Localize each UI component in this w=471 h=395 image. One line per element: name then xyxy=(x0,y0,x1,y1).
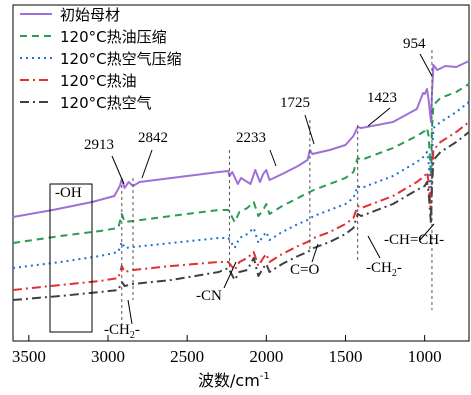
peak-label-1423: 1423 xyxy=(367,90,397,106)
arrow-2233 xyxy=(269,149,277,167)
group-label-ch2-left-suffix: - xyxy=(135,322,140,338)
series-line-2 xyxy=(12,83,470,244)
series-line-3 xyxy=(12,101,470,269)
x-tick-label-1500: 1500 xyxy=(329,347,363,366)
x-tick-label-2500: 2500 xyxy=(170,347,204,366)
x-axis-title: 波数/cm-1 xyxy=(198,371,270,390)
arrow-ch2-right xyxy=(367,235,381,259)
guide-layer xyxy=(121,50,433,325)
group-label-co: C=O xyxy=(290,262,319,278)
series-line-5 xyxy=(12,131,470,301)
plot-frame xyxy=(12,4,470,342)
arrow-1423 xyxy=(367,107,391,127)
x-tick-label-3000: 3000 xyxy=(91,347,125,366)
legend: 初始母材 120°C热油压缩 120°C热空气压缩 120°C热油 120°C热… xyxy=(20,6,182,112)
x-axis-ticks: 3500 3000 2500 2000 1500 1000 xyxy=(12,335,442,366)
group-label-ch2-right-sub: 2 xyxy=(392,268,397,279)
peak-label-1725: 1725 xyxy=(280,95,310,111)
x-axis-title-text: 波数/cm xyxy=(198,371,260,390)
legend-label-initial: 初始母材 xyxy=(60,6,120,24)
arrow-954 xyxy=(419,53,433,77)
series-line-4 xyxy=(12,121,470,291)
x-tick-label-2000: 2000 xyxy=(249,347,283,366)
peak-label-2233: 2233 xyxy=(236,130,266,146)
peak-label-2842: 2842 xyxy=(138,130,168,146)
series-line-1 xyxy=(12,60,470,218)
peak-label-954: 954 xyxy=(403,36,426,52)
arrow-2842 xyxy=(141,149,153,179)
arrow-co xyxy=(311,243,319,263)
legend-label-hot-air-compressed: 120°C热空气压缩 xyxy=(60,50,182,68)
group-label-ch2-right-text: -CH xyxy=(366,260,392,276)
group-label-chch: -CH=CH- xyxy=(384,232,444,248)
group-label-ch2-left-sub: 2 xyxy=(130,330,135,341)
arrow-ch2-left xyxy=(127,299,133,325)
x-tick-label-1000: 1000 xyxy=(408,347,442,366)
group-label-ch2-right: -CH2- xyxy=(366,260,402,279)
legend-label-hot-air: 120°C热空气 xyxy=(60,94,152,112)
arrow-1725 xyxy=(304,114,315,145)
arrow-chch xyxy=(419,223,435,241)
x-tick-label-3500: 3500 xyxy=(12,347,46,366)
legend-label-hot-oil-compressed: 120°C热油压缩 xyxy=(60,28,167,46)
group-label-ch2-left: -CH2- xyxy=(104,322,140,341)
series-layer xyxy=(12,60,470,301)
arrow-2913 xyxy=(111,155,125,185)
oh-region-box xyxy=(49,183,93,333)
group-label-cn: -CN xyxy=(196,288,222,304)
group-label-ch2-left-text: -CH xyxy=(104,322,130,338)
group-label-oh: -OH xyxy=(55,185,82,201)
x-axis-title-sup: -1 xyxy=(260,371,270,382)
legend-label-hot-oil: 120°C热油 xyxy=(60,72,137,90)
arrow-cn xyxy=(223,261,237,289)
peak-label-2913: 2913 xyxy=(84,137,114,153)
group-label-ch2-right-suffix: - xyxy=(397,260,402,276)
